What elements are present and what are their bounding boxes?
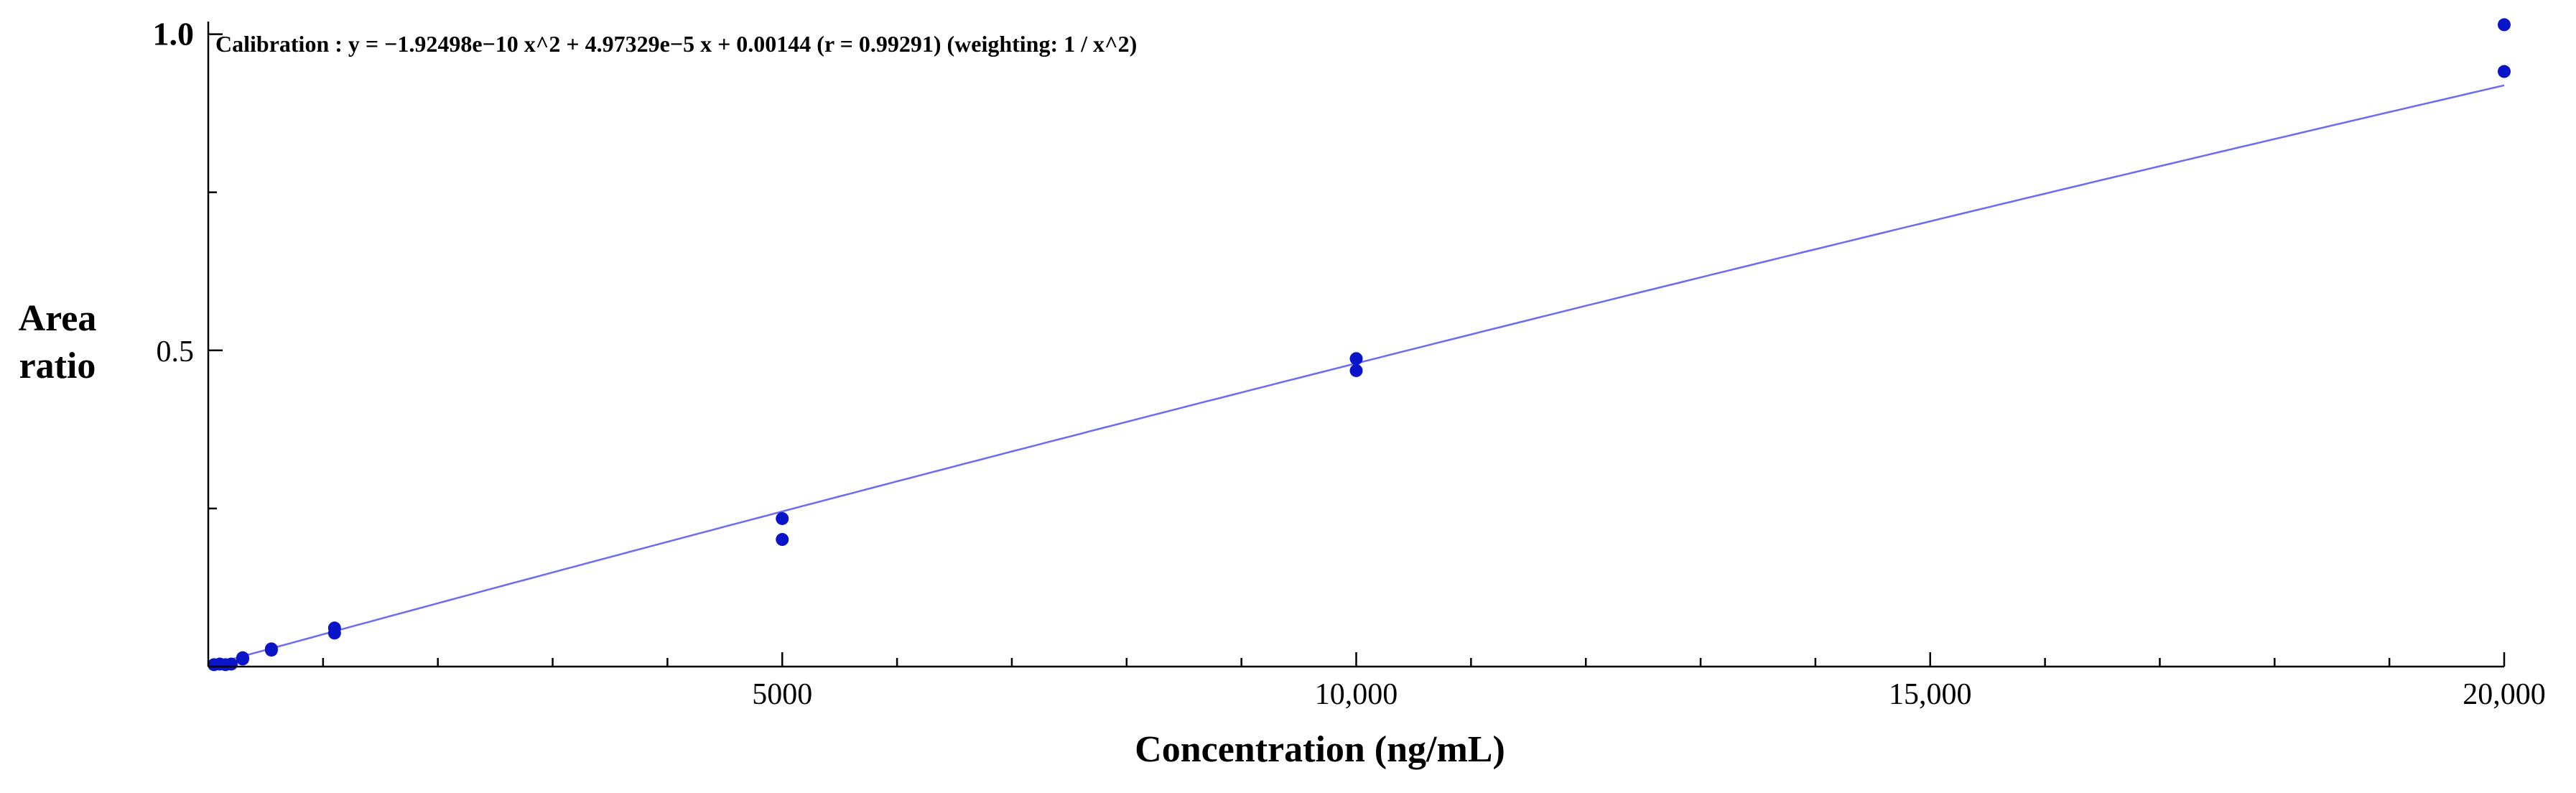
x-tick-label: 5000	[752, 678, 812, 711]
y-axis-title-line-1: Area	[19, 298, 97, 339]
x-tick-label: 15,000	[1889, 678, 1972, 711]
data-point	[327, 621, 341, 635]
tick-labels: 5000 10,000 15,000 20,000 0.5 1.0	[153, 16, 2546, 711]
data-point	[236, 651, 249, 664]
data-point	[1349, 352, 1363, 366]
data-point	[2498, 65, 2511, 78]
x-tick-label: 10,000	[1315, 678, 1398, 711]
data-point	[776, 533, 789, 547]
axes	[207, 22, 2504, 668]
calibration-equation: Calibration : y = −1.92498e−10 x^2 + 4.9…	[215, 31, 1137, 57]
x-tick-label: 20,000	[2463, 678, 2546, 711]
y-tick-label: 0.5	[157, 335, 195, 368]
y-axis-title-line-2: ratio	[19, 346, 96, 386]
x-axis-title: Concentration (ng/mL)	[1135, 729, 1505, 770]
data-point	[264, 642, 278, 656]
data-point	[776, 511, 789, 525]
data-points	[207, 18, 2511, 672]
data-point	[1349, 363, 1363, 377]
y-tick-label: 1.0	[153, 16, 195, 52]
minor-ticks	[208, 33, 2506, 667]
data-point	[2498, 18, 2511, 32]
data-point	[224, 657, 238, 671]
